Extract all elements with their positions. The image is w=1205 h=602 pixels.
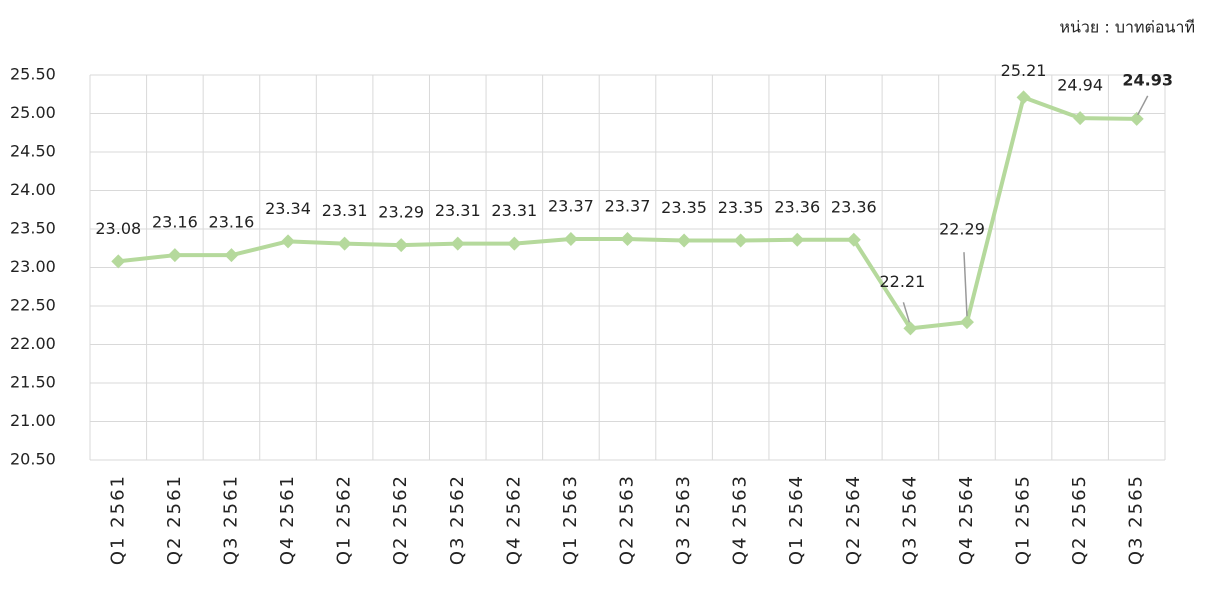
x-tick-label: Q3 2561 — [220, 474, 241, 565]
data-label: 23.34 — [265, 199, 311, 218]
data-label: 23.31 — [322, 201, 368, 220]
y-tick-label: 21.50 — [10, 373, 56, 392]
x-tick-label: Q3 2565 — [1126, 474, 1147, 565]
y-tick-label: 21.00 — [10, 411, 56, 430]
point-marker — [1016, 90, 1031, 105]
point-marker — [111, 254, 126, 269]
y-tick-label: 23.00 — [10, 257, 56, 276]
point-marker — [677, 233, 692, 248]
point-marker — [733, 233, 748, 248]
y-tick-label: 22.50 — [10, 296, 56, 315]
point-marker — [903, 321, 918, 336]
x-tick-label: Q3 2562 — [447, 474, 468, 565]
point-marker — [846, 232, 861, 247]
data-label: 23.37 — [605, 197, 651, 216]
x-tick-label: Q2 2562 — [390, 474, 411, 565]
y-tick-label: 20.50 — [10, 450, 56, 469]
data-label: 23.29 — [378, 203, 424, 222]
x-tick-label: Q1 2564 — [786, 474, 807, 565]
x-tick-label: Q2 2565 — [1069, 474, 1090, 565]
data-label: 22.21 — [879, 272, 925, 291]
x-tick-label: Q2 2564 — [843, 474, 864, 565]
point-marker — [507, 236, 522, 251]
x-tick-label: Q1 2563 — [560, 474, 581, 565]
leader-line — [963, 252, 968, 317]
y-tick-label: 24.50 — [10, 142, 56, 161]
x-tick-label: Q1 2562 — [334, 474, 355, 565]
point-marker — [224, 248, 239, 263]
point-marker — [563, 232, 578, 247]
x-tick-label: Q4 2562 — [503, 474, 524, 565]
point-marker — [394, 238, 409, 253]
x-tick-label: Q1 2565 — [1013, 474, 1034, 565]
point-marker — [959, 315, 974, 330]
point-marker — [450, 236, 465, 251]
leader-line — [1137, 95, 1149, 116]
y-tick-label: 25.00 — [10, 103, 56, 122]
data-label: 22.29 — [939, 220, 985, 239]
leader-line — [902, 302, 911, 323]
point-marker — [1073, 111, 1088, 126]
x-tick-label: Q1 2561 — [107, 474, 128, 565]
x-tick-label: Q2 2561 — [164, 474, 185, 565]
data-label: 23.31 — [491, 201, 537, 220]
x-tick-label: Q2 2563 — [617, 474, 638, 565]
point-marker — [620, 232, 635, 247]
data-label: 23.16 — [152, 213, 198, 232]
unit-label: หน่วย : บาทต่อนาที — [1059, 18, 1195, 37]
point-marker — [790, 232, 805, 247]
data-label: 24.93 — [1122, 70, 1173, 89]
data-label: 23.37 — [548, 197, 594, 216]
point-marker — [281, 234, 296, 249]
y-tick-label: 22.00 — [10, 334, 56, 353]
data-label: 23.31 — [435, 201, 481, 220]
y-tick-label: 25.50 — [10, 65, 56, 84]
x-tick-label: Q3 2564 — [899, 474, 920, 565]
data-label: 23.35 — [718, 198, 764, 217]
data-label: 23.16 — [209, 213, 255, 232]
x-tick-label: Q4 2564 — [956, 474, 977, 565]
data-label: 25.21 — [1001, 61, 1047, 80]
point-marker — [337, 236, 352, 251]
data-label: 23.35 — [661, 198, 707, 217]
data-label: 24.94 — [1057, 76, 1103, 95]
point-marker — [167, 248, 182, 263]
x-tick-label: Q4 2563 — [730, 474, 751, 565]
x-tick-label: Q3 2563 — [673, 474, 694, 565]
x-tick-label: Q4 2561 — [277, 474, 298, 565]
point-marker — [1129, 111, 1144, 126]
y-tick-label: 24.00 — [10, 180, 56, 199]
data-label: 23.36 — [831, 197, 877, 216]
y-tick-label: 23.50 — [10, 219, 56, 238]
data-label: 23.08 — [95, 219, 141, 238]
data-label: 23.36 — [774, 197, 820, 216]
